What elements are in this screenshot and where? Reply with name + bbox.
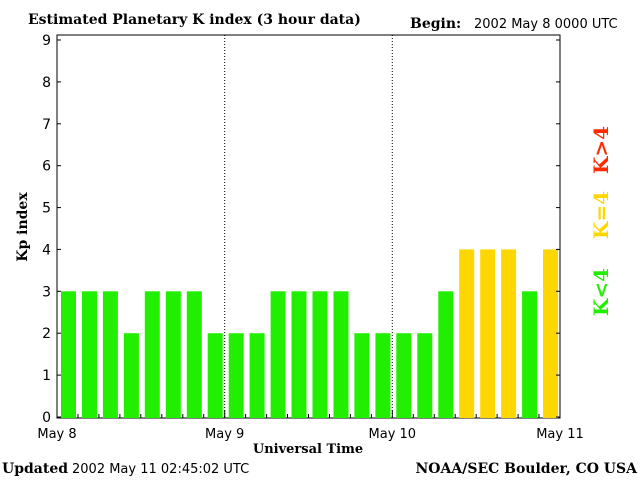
kp-bar	[396, 333, 412, 418]
kp-bar	[186, 291, 202, 418]
x-tick-label: May 9	[205, 427, 244, 442]
begin-label: Begin:	[410, 16, 461, 32]
kp-bar	[270, 291, 286, 418]
y-tick-label: 6	[42, 159, 51, 175]
x-tick-label: May 11	[536, 427, 584, 442]
kp-bar	[291, 291, 307, 418]
kp-bar	[123, 333, 139, 418]
y-tick-label: 4	[42, 242, 51, 258]
kp-bar	[82, 291, 97, 418]
updated-label: Updated	[2, 461, 68, 477]
x-axis-label: Universal Time	[253, 442, 363, 457]
kp-bar	[249, 333, 265, 418]
kp-bar	[375, 333, 391, 418]
legend-mid: K=4	[589, 191, 613, 239]
kp-bar	[459, 249, 475, 418]
y-axis: 0 1 2 3 4 5 6 7 8 9	[42, 33, 560, 426]
kp-bar	[438, 291, 454, 418]
y-tick-label: 7	[42, 117, 51, 133]
credit-text: NOAA/SEC Boulder, CO USA	[416, 461, 639, 477]
bars-group	[61, 249, 558, 418]
y-tick-label: 9	[42, 33, 51, 49]
kp-bar	[543, 249, 558, 418]
kp-bar	[228, 333, 244, 418]
chart-title: Estimated Planetary K index (3 hour data…	[28, 12, 361, 28]
y-tick-label: 1	[42, 368, 51, 384]
legend-high: K>4	[589, 126, 613, 174]
kp-bar	[165, 291, 181, 418]
x-tick-label: May 8	[37, 427, 76, 442]
y-tick-label: 0	[42, 410, 51, 426]
kp-bar	[354, 333, 370, 418]
updated-value: 2002 May 11 02:45:02 UTC	[72, 462, 249, 477]
y-tick-label: 8	[42, 75, 51, 91]
kp-bar	[417, 333, 433, 418]
x-tick-label: May 10	[369, 427, 417, 442]
x-axis: May 8 May 9 May 10 May 11	[37, 410, 584, 442]
kp-bar	[144, 291, 160, 418]
day-separators	[224, 35, 393, 418]
y-tick-label: 5	[42, 201, 51, 217]
y-axis-label: Kp index	[15, 192, 31, 262]
kp-bar	[102, 291, 118, 418]
kp-bar	[312, 291, 328, 418]
kp-bar	[501, 249, 517, 418]
legend-low: K<4	[589, 268, 613, 316]
begin-value: 2002 May 8 0000 UTC	[474, 17, 618, 32]
kp-bar	[207, 333, 223, 418]
kp-bar	[333, 291, 349, 418]
kp-bar	[522, 291, 538, 418]
y-tick-label: 2	[42, 326, 51, 342]
y-tick-label: 3	[42, 284, 51, 300]
kp-bar	[480, 249, 496, 418]
kp-bar	[61, 291, 76, 418]
